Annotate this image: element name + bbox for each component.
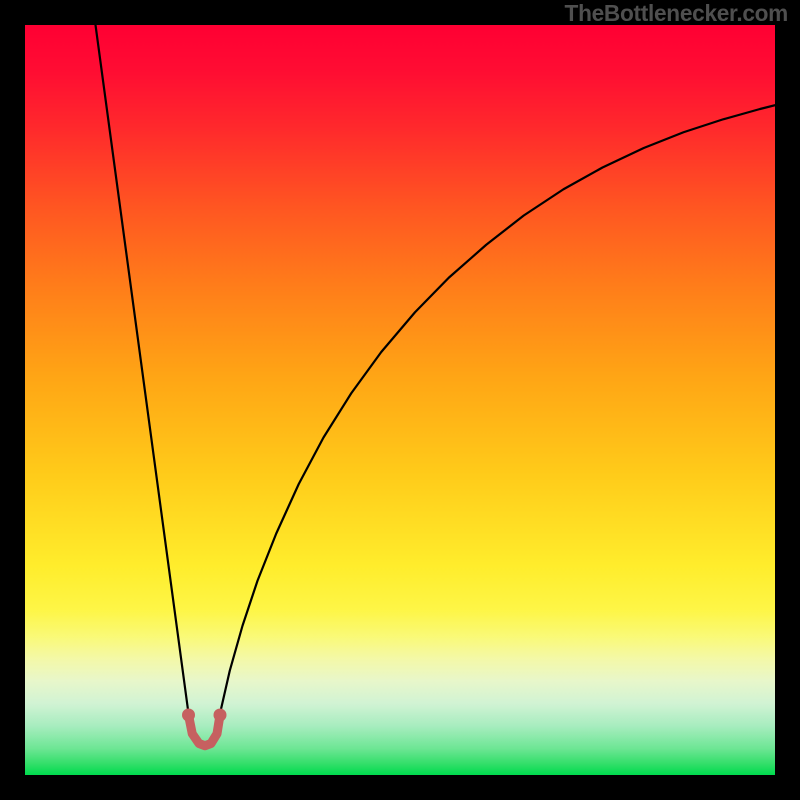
chart-frame [25,25,775,775]
watermark-text: TheBottlenecker.com [565,0,788,27]
background-gradient [25,25,775,775]
